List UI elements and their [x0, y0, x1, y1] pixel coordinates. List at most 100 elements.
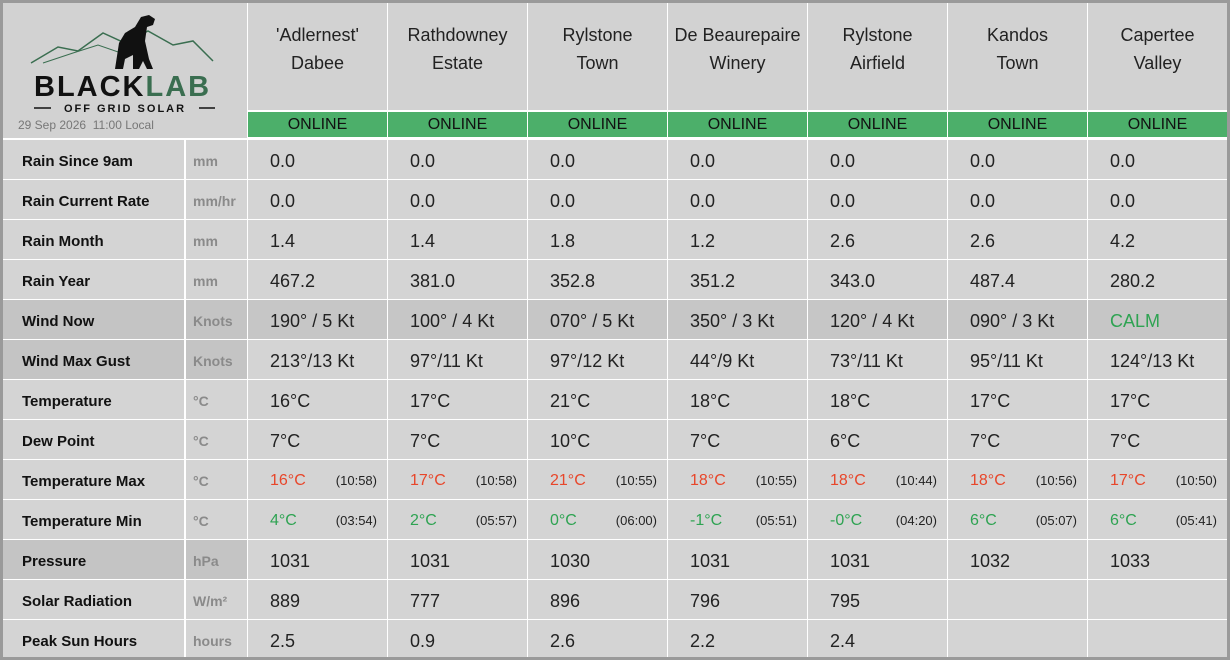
- row-label: Temperature Min: [3, 500, 184, 539]
- value: 1031: [690, 550, 731, 571]
- value: 1.4: [270, 230, 296, 251]
- value: 124°/13 Kt: [1110, 350, 1195, 371]
- value: 351.2: [690, 270, 736, 291]
- row-unit: mm/hr: [186, 180, 247, 219]
- value-cell: 18°C (10:44): [808, 460, 947, 499]
- value-cell: 17°C (10:50): [1088, 460, 1227, 499]
- value-cell: 2.6: [808, 220, 947, 259]
- value: 350° / 3 Kt: [690, 310, 775, 331]
- value: 120° / 4 Kt: [830, 310, 915, 331]
- value: 10°C: [550, 430, 591, 451]
- value: 2.6: [970, 230, 996, 251]
- value-cell: [948, 580, 1087, 619]
- value: 1033: [1110, 550, 1151, 571]
- value-cell: 44°/9 Kt: [668, 340, 807, 379]
- value-cell: 1.4: [388, 220, 527, 259]
- value-cell: 17°C: [388, 380, 527, 419]
- value: 0°C: [550, 512, 577, 529]
- value-cell: 343.0: [808, 260, 947, 299]
- value-cell: 1031: [248, 540, 387, 579]
- value: 7°C: [1110, 430, 1141, 451]
- station-name: Town: [576, 53, 619, 73]
- value: 2°C: [410, 512, 437, 529]
- value-cell: -1°C (05:51): [668, 500, 807, 539]
- row-unit: °C: [186, 460, 247, 499]
- value-cell: 889: [248, 580, 387, 619]
- value: 16°C: [270, 472, 306, 489]
- value-cell: 795: [808, 580, 947, 619]
- value: 795: [830, 590, 861, 611]
- dog: [115, 15, 155, 69]
- value-time: (06:00): [615, 513, 657, 528]
- value: 090° / 3 Kt: [970, 310, 1055, 331]
- value-cell: 18°C (10:56): [948, 460, 1087, 499]
- station-name: Rathdowney: [407, 25, 508, 45]
- station-name: Airfield: [849, 53, 906, 73]
- row-unit: °C: [186, 500, 247, 539]
- value-cell: 21°C (10:55): [528, 460, 667, 499]
- row-unit: hours: [186, 620, 247, 657]
- value: 21°C: [550, 472, 586, 489]
- value-cell: 17°C: [1088, 380, 1227, 419]
- value: 17°C: [1110, 390, 1151, 411]
- value-cell: 090° / 3 Kt: [948, 300, 1087, 339]
- value: 7°C: [270, 430, 301, 451]
- station-header: 'Adlernest' Dabee: [248, 3, 387, 110]
- value: 0.0: [1110, 190, 1136, 211]
- value: 1031: [410, 550, 451, 571]
- value-cell: 17°C (10:58): [388, 460, 527, 499]
- row-unit: °C: [186, 420, 247, 459]
- value: 777: [410, 590, 441, 611]
- value-time: (04:20): [895, 513, 937, 528]
- row-unit: W/m²: [186, 580, 247, 619]
- value-cell: 18°C: [668, 380, 807, 419]
- station-status: ONLINE: [528, 112, 667, 137]
- row-label: Temperature: [3, 380, 184, 419]
- station-header: Capertee Valley: [1088, 3, 1227, 110]
- value-cell: 2.2: [668, 620, 807, 657]
- station-name: De Beaurepaire: [674, 25, 801, 45]
- value: 190° / 5 Kt: [270, 310, 355, 331]
- value-time: (05:41): [1175, 513, 1217, 528]
- value: 0.0: [410, 190, 436, 211]
- value-cell: 777: [388, 580, 527, 619]
- station-name: Town: [996, 53, 1039, 73]
- value: 18°C: [970, 472, 1006, 489]
- value-time: (05:57): [475, 513, 517, 528]
- logo-text: BLACKLAB: [34, 71, 211, 103]
- value: 17°C: [410, 390, 451, 411]
- value-cell: 1030: [528, 540, 667, 579]
- value: 6°C: [830, 430, 861, 451]
- value-cell: 97°/12 Kt: [528, 340, 667, 379]
- value: 0.0: [690, 190, 716, 211]
- value-cell: 280.2: [1088, 260, 1227, 299]
- value-cell: 1032: [948, 540, 1087, 579]
- value: 6°C: [970, 512, 997, 529]
- station-header: De Beaurepaire Winery: [668, 3, 807, 110]
- value-cell: 0.0: [808, 180, 947, 219]
- row-label: Rain Year: [3, 260, 184, 299]
- value-cell: 7°C: [668, 420, 807, 459]
- value: 0.0: [830, 150, 856, 171]
- value-time: (10:44): [895, 473, 937, 488]
- value: 18°C: [830, 472, 866, 489]
- value: 1032: [970, 550, 1011, 571]
- station-name: Rylstone: [562, 25, 633, 45]
- row-label: Rain Month: [3, 220, 184, 259]
- value-cell: CALM: [1088, 300, 1227, 339]
- value: 2.6: [830, 230, 856, 251]
- station-name: Estate: [431, 53, 484, 73]
- value-cell: 0.0: [1088, 140, 1227, 179]
- logo-dark: BLACK: [34, 71, 146, 103]
- row-label: Wind Max Gust: [3, 340, 184, 379]
- value-cell: 2.4: [808, 620, 947, 657]
- value: 16°C: [270, 390, 311, 411]
- value: 97°/12 Kt: [550, 350, 625, 371]
- station-status: ONLINE: [1088, 112, 1227, 137]
- station-name: Valley: [1133, 53, 1182, 73]
- value: 18°C: [690, 472, 726, 489]
- row-unit: mm: [186, 220, 247, 259]
- row-label: Temperature Max: [3, 460, 184, 499]
- value-cell: -0°C (04:20): [808, 500, 947, 539]
- row-label: Rain Since 9am: [3, 140, 184, 179]
